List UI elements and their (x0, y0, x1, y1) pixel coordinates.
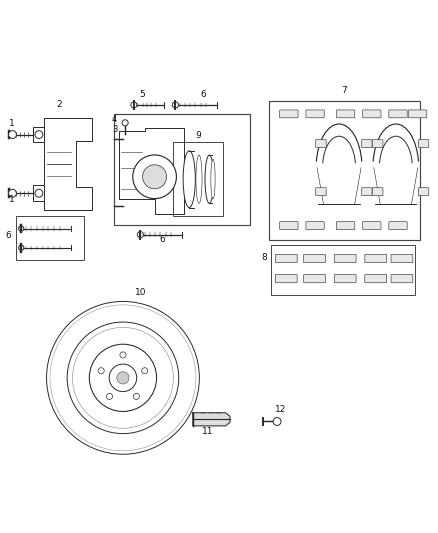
Ellipse shape (196, 155, 202, 203)
Text: 3: 3 (112, 125, 117, 134)
FancyBboxPatch shape (365, 254, 387, 263)
FancyBboxPatch shape (372, 188, 383, 196)
Text: 1: 1 (9, 195, 14, 204)
FancyBboxPatch shape (363, 222, 381, 230)
Circle shape (67, 322, 179, 434)
Circle shape (120, 352, 126, 358)
Circle shape (50, 305, 196, 451)
FancyBboxPatch shape (361, 188, 372, 196)
Text: 11: 11 (202, 427, 214, 435)
FancyBboxPatch shape (280, 110, 298, 118)
Circle shape (273, 417, 281, 425)
Ellipse shape (183, 151, 195, 207)
Text: 1: 1 (9, 119, 14, 128)
FancyBboxPatch shape (418, 140, 429, 148)
Circle shape (133, 393, 139, 399)
FancyBboxPatch shape (334, 254, 356, 263)
Circle shape (18, 245, 24, 251)
Circle shape (9, 189, 16, 197)
FancyBboxPatch shape (365, 274, 387, 283)
Text: 6: 6 (201, 90, 207, 99)
Circle shape (9, 131, 16, 139)
Text: 10: 10 (134, 288, 146, 297)
Ellipse shape (211, 159, 215, 199)
Text: 8: 8 (261, 253, 267, 262)
Circle shape (138, 231, 144, 238)
Circle shape (117, 372, 129, 384)
Circle shape (141, 368, 148, 374)
FancyBboxPatch shape (316, 188, 326, 196)
Circle shape (143, 165, 166, 189)
Text: 12: 12 (276, 405, 287, 414)
FancyBboxPatch shape (304, 274, 325, 283)
Circle shape (35, 131, 43, 139)
Circle shape (46, 302, 199, 454)
FancyBboxPatch shape (372, 140, 383, 148)
Bar (33, 127, 44, 142)
FancyBboxPatch shape (276, 274, 297, 283)
Circle shape (106, 393, 113, 399)
FancyBboxPatch shape (391, 254, 413, 263)
Text: 6: 6 (6, 231, 12, 240)
Text: 6: 6 (159, 236, 165, 245)
FancyBboxPatch shape (306, 222, 324, 230)
FancyBboxPatch shape (336, 222, 355, 230)
Text: 5: 5 (140, 90, 145, 99)
Bar (16, 216, 84, 260)
Polygon shape (193, 413, 230, 426)
FancyBboxPatch shape (363, 110, 381, 118)
Circle shape (122, 120, 128, 126)
FancyBboxPatch shape (391, 274, 413, 283)
Text: 2: 2 (56, 100, 62, 109)
Circle shape (18, 226, 24, 231)
FancyBboxPatch shape (418, 188, 429, 196)
FancyBboxPatch shape (334, 274, 356, 283)
FancyBboxPatch shape (276, 254, 297, 263)
FancyBboxPatch shape (304, 254, 325, 263)
Circle shape (89, 344, 156, 411)
FancyBboxPatch shape (409, 110, 427, 118)
Bar (114, 114, 250, 225)
Bar (272, 245, 416, 295)
Circle shape (73, 327, 173, 428)
FancyBboxPatch shape (389, 110, 407, 118)
Circle shape (109, 364, 137, 392)
Text: 9: 9 (195, 131, 201, 140)
Text: 7: 7 (342, 86, 347, 95)
Bar (173, 142, 223, 216)
FancyBboxPatch shape (280, 222, 298, 230)
Bar (269, 101, 420, 240)
Bar (33, 185, 44, 201)
FancyBboxPatch shape (389, 222, 407, 230)
FancyBboxPatch shape (316, 140, 326, 148)
Text: 4: 4 (112, 115, 117, 124)
FancyBboxPatch shape (361, 140, 372, 148)
Circle shape (98, 368, 104, 374)
Ellipse shape (205, 155, 214, 203)
FancyBboxPatch shape (306, 110, 324, 118)
Circle shape (131, 102, 137, 108)
Circle shape (172, 102, 178, 108)
Circle shape (35, 189, 43, 197)
Circle shape (133, 155, 177, 199)
FancyBboxPatch shape (336, 110, 355, 118)
